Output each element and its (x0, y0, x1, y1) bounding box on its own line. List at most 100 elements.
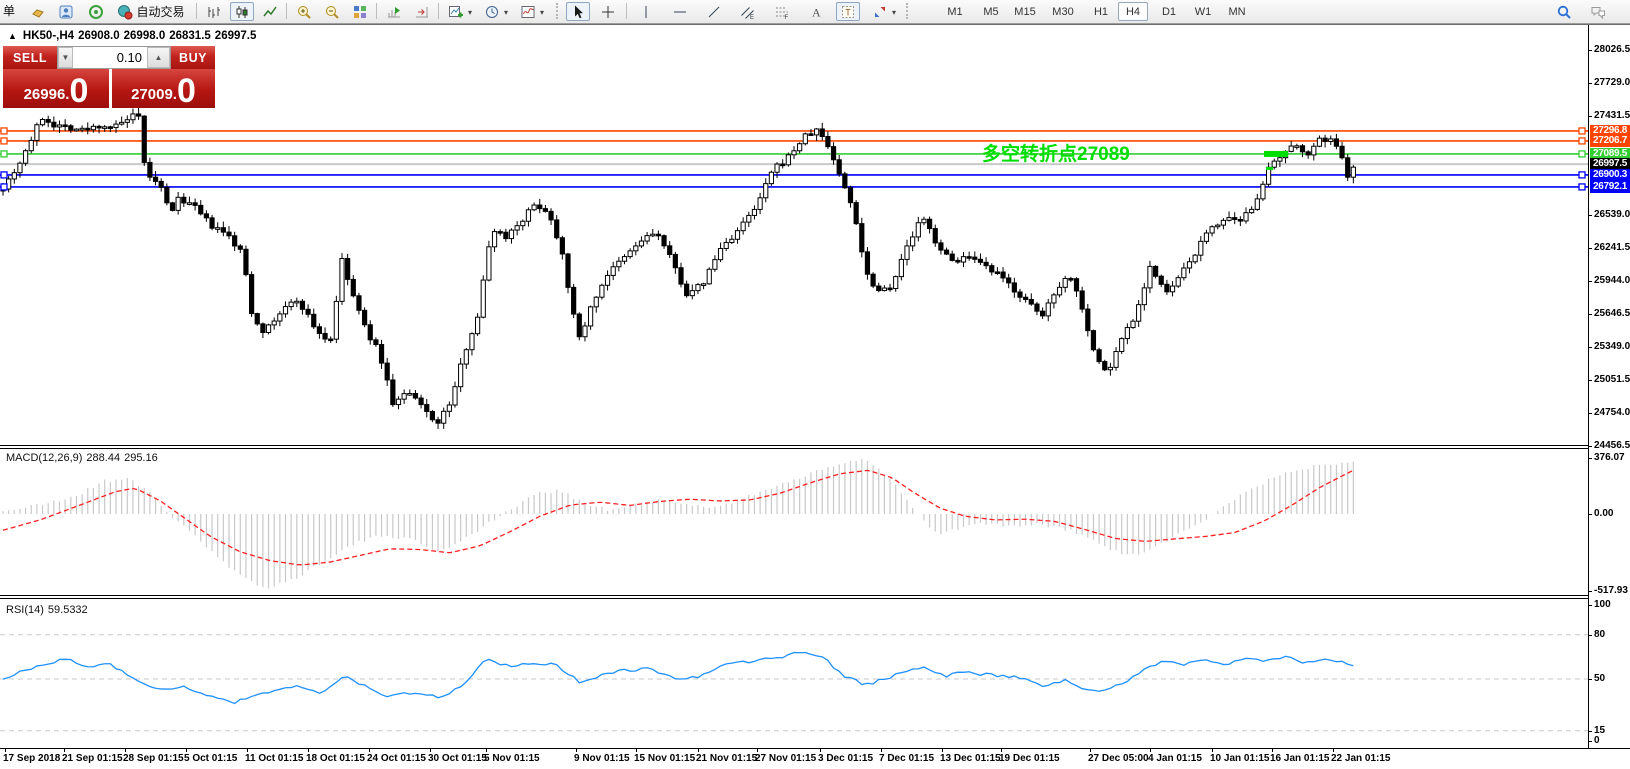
volume-decrease-button[interactable]: ▼ (58, 47, 73, 68)
rsi-indicator-chart[interactable] (0, 599, 1588, 748)
candle-body (435, 419, 441, 424)
tile-windows-button[interactable] (348, 2, 372, 21)
timeframe-m15-button[interactable]: M15 (1014, 6, 1036, 18)
line-chart-icon (263, 6, 277, 16)
candle-body (56, 124, 63, 128)
timeframe-h1-button[interactable]: H1 (1093, 6, 1109, 18)
candle-body (237, 245, 243, 250)
line-handle[interactable] (1578, 171, 1586, 179)
timeframe-m30-button[interactable]: M30 (1052, 6, 1074, 18)
sell-price[interactable]: 26996. 0 (3, 69, 109, 108)
profile-button[interactable] (54, 2, 78, 21)
trendline-icon (708, 6, 720, 17)
sell-button[interactable]: SELL (3, 46, 57, 69)
volume-input[interactable]: 0.10 (116, 50, 142, 65)
timeframe-h4-button[interactable]: H4 (1118, 2, 1148, 21)
timeframe-mn-button[interactable]: MN (1228, 6, 1246, 18)
candle-body (1277, 157, 1283, 162)
dropdown-arrow-icon[interactable]: ▾ (540, 8, 545, 17)
main-price-chart[interactable]: 多空转折点27089 (0, 25, 1588, 445)
text-label-button[interactable]: T (836, 2, 860, 21)
panel-separator[interactable] (0, 598, 1588, 599)
candle-body (1339, 145, 1345, 159)
volume-increase-button[interactable]: ▲ (147, 47, 170, 68)
cursor-button[interactable] (566, 2, 590, 21)
chat-icon (1591, 6, 1605, 19)
dropdown-arrow-icon[interactable]: ▾ (892, 8, 897, 17)
horizontal-line-button[interactable] (668, 2, 692, 21)
candle-body (51, 121, 57, 128)
zoom-in-button[interactable] (292, 2, 316, 21)
candle-body (1079, 290, 1085, 310)
periods-button[interactable] (480, 2, 504, 21)
trendline-button[interactable] (702, 2, 726, 21)
chart-ohlc-title: ▲ HK50-,H4 26908.0 26998.0 26831.5 26997.5 (8, 30, 260, 42)
buy-button[interactable]: BUY (171, 46, 215, 69)
candle-body (814, 128, 820, 136)
new-order-button[interactable]: 单 (3, 4, 16, 18)
vertical-line-button[interactable] (634, 2, 658, 21)
timeframe-m1-button[interactable]: M1 (947, 6, 963, 18)
price-axis-label: 25944.0 (1594, 275, 1630, 286)
line-handle[interactable] (0, 137, 8, 145)
chart-annotation-text[interactable]: 多空转折点27089 (982, 142, 1130, 165)
ohlc-low: 26831.5 (169, 30, 211, 42)
timeframe-d1-button[interactable]: D1 (1161, 6, 1177, 18)
panel-separator[interactable] (0, 448, 1588, 449)
gold-button[interactable] (26, 2, 50, 21)
navigator-button[interactable] (84, 2, 108, 21)
line-handle[interactable] (0, 171, 8, 179)
line-handle[interactable] (0, 127, 8, 135)
search-button[interactable] (1552, 2, 1576, 21)
text-a-button[interactable]: A (804, 2, 828, 21)
bar-chart-button[interactable] (202, 2, 226, 21)
channel-button[interactable]: E (736, 2, 760, 21)
timeframe-m5-button[interactable]: M5 (983, 6, 999, 18)
line-handle[interactable] (1578, 137, 1586, 145)
zoom-out-button[interactable] (320, 2, 344, 21)
buy-price[interactable]: 27009. 0 (112, 69, 215, 108)
crosshair-button[interactable] (596, 2, 620, 21)
dropdown-arrow-icon[interactable]: ▾ (504, 8, 509, 17)
green-dash-object[interactable] (1266, 166, 1273, 170)
line-handle[interactable] (1578, 150, 1586, 158)
candle-body (1175, 277, 1181, 287)
autotrading-button[interactable]: 自动交易 (112, 2, 190, 21)
time-axis-label: 9 Nov 01:15 (574, 753, 630, 764)
candle-body (407, 392, 413, 396)
line-handle[interactable] (1578, 183, 1586, 191)
candle-body (164, 186, 170, 204)
candle-body (1203, 232, 1210, 242)
line-handle[interactable] (1578, 127, 1586, 135)
time-axis-label: 30 Oct 01:15 (428, 753, 487, 764)
line-chart-button[interactable] (258, 2, 282, 21)
price-axis-label: 25051.5 (1594, 374, 1630, 385)
collapse-arrow-icon[interactable]: ▲ (8, 31, 17, 41)
templates-button[interactable] (516, 2, 540, 21)
chat-button[interactable] (1586, 2, 1610, 21)
line-handle[interactable] (0, 150, 8, 158)
candle-body (825, 136, 831, 148)
candlestick-chart-button[interactable] (230, 2, 254, 21)
candle-body (938, 242, 944, 251)
candle-body (39, 118, 46, 126)
candle-body (305, 308, 311, 315)
new-chart-button[interactable] (444, 2, 468, 21)
line-handle[interactable] (0, 183, 8, 191)
chart-shift-button[interactable] (410, 2, 434, 21)
panel-separator[interactable] (0, 595, 1588, 596)
auto-scroll-button[interactable] (382, 2, 406, 21)
price-axis-label: 27729.0 (1594, 77, 1630, 88)
sell-price-big: 0 (69, 72, 89, 110)
time-axis-label: 27 Dec 05:00 (1088, 753, 1149, 764)
panel-separator[interactable] (0, 445, 1588, 446)
green-segment-object[interactable] (1264, 150, 1288, 157)
axis-tick (1588, 514, 1592, 515)
dropdown-arrow-icon[interactable]: ▾ (468, 8, 473, 17)
macd-indicator-chart[interactable] (0, 449, 1588, 595)
candle-body (1226, 217, 1232, 221)
fibonacci-button[interactable]: F (770, 2, 794, 21)
timeframe-w1-button[interactable]: W1 (1194, 6, 1212, 18)
arrows-button[interactable] (868, 2, 892, 21)
